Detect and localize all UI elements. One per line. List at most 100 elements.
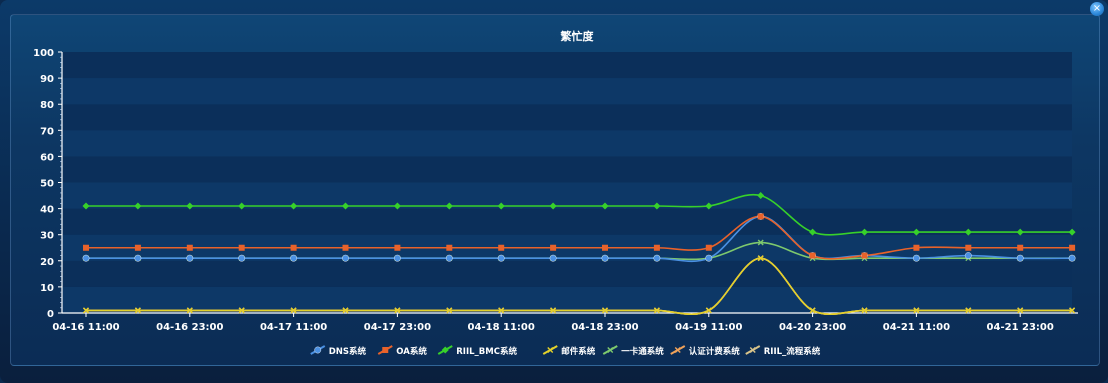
point-marker[interactable] — [238, 307, 245, 314]
point-marker[interactable] — [601, 254, 609, 262]
legend-item[interactable]: RIIL_流程系统 — [745, 345, 821, 357]
point-marker[interactable] — [134, 244, 141, 251]
point-marker[interactable] — [549, 202, 557, 210]
point-marker[interactable] — [445, 254, 453, 262]
point-marker[interactable] — [186, 244, 193, 251]
point-marker[interactable] — [550, 244, 557, 251]
point-marker[interactable] — [441, 346, 449, 354]
point-marker[interactable] — [290, 244, 297, 251]
point-marker[interactable] — [601, 202, 609, 210]
point-marker[interactable] — [186, 254, 194, 262]
point-marker[interactable] — [757, 255, 764, 262]
point-marker[interactable] — [550, 307, 557, 314]
point-marker[interactable] — [445, 202, 453, 210]
series-line — [85, 257, 1073, 316]
point-marker[interactable] — [913, 254, 920, 262]
point-marker[interactable] — [82, 202, 90, 210]
legend-item[interactable]: 一卡通系统 — [602, 345, 664, 357]
point-marker[interactable] — [83, 244, 89, 251]
point-marker[interactable] — [809, 307, 816, 314]
point-marker[interactable] — [913, 244, 920, 251]
point-marker[interactable] — [238, 244, 245, 251]
point-marker[interactable] — [757, 192, 765, 200]
point-marker[interactable] — [134, 202, 142, 210]
point-marker[interactable] — [653, 307, 660, 314]
point-marker[interactable] — [394, 244, 401, 251]
point-marker[interactable] — [912, 228, 920, 236]
point-marker[interactable] — [186, 307, 193, 314]
point-marker[interactable] — [290, 307, 297, 314]
point-marker[interactable] — [705, 254, 713, 262]
point-marker[interactable] — [749, 347, 756, 353]
point-marker[interactable] — [913, 307, 920, 314]
point-marker[interactable] — [757, 239, 764, 246]
point-marker[interactable] — [342, 244, 349, 251]
point-marker[interactable] — [1016, 228, 1024, 236]
x-tick-label: 04-21 11:00 — [883, 322, 950, 333]
point-marker[interactable] — [1068, 228, 1076, 236]
point-marker[interactable] — [342, 307, 349, 314]
point-marker[interactable] — [705, 244, 712, 251]
point-marker[interactable] — [602, 244, 608, 251]
point-marker[interactable] — [393, 202, 401, 210]
point-marker[interactable] — [83, 307, 89, 314]
grid-band — [62, 156, 1072, 183]
point-marker[interactable] — [861, 252, 868, 259]
legend-item[interactable]: DNS系统 — [310, 345, 367, 357]
point-marker[interactable] — [549, 254, 557, 262]
point-marker[interactable] — [809, 252, 816, 259]
y-tick-label: 40 — [40, 205, 54, 216]
point-marker[interactable] — [290, 202, 298, 210]
legend-item[interactable]: 邮件系统 — [542, 345, 596, 357]
point-marker[interactable] — [653, 202, 661, 210]
point-marker[interactable] — [1017, 307, 1024, 314]
point-marker[interactable] — [547, 347, 554, 353]
point-marker[interactable] — [965, 307, 972, 314]
point-marker[interactable] — [757, 213, 764, 220]
y-tick-label: 70 — [40, 126, 54, 137]
point-marker[interactable] — [653, 254, 661, 262]
point-marker[interactable] — [134, 254, 142, 262]
point-marker[interactable] — [1068, 254, 1076, 262]
point-marker[interactable] — [964, 252, 972, 259]
point-marker[interactable] — [1017, 244, 1024, 251]
legend-item[interactable]: 认证计费系统 — [670, 345, 741, 357]
point-marker[interactable] — [965, 244, 972, 251]
point-marker[interactable] — [1069, 307, 1076, 314]
legend-item[interactable]: OA系统 — [377, 345, 427, 357]
point-marker[interactable] — [861, 228, 868, 236]
point-marker[interactable] — [498, 307, 505, 314]
point-marker[interactable] — [446, 307, 453, 314]
point-marker[interactable] — [498, 244, 505, 251]
point-marker[interactable] — [238, 202, 246, 210]
point-marker[interactable] — [607, 347, 614, 353]
point-marker[interactable] — [861, 307, 868, 314]
legend-item[interactable]: RIIL_BMC系统 — [437, 345, 517, 357]
close-icon[interactable]: × — [1090, 2, 1104, 16]
point-marker[interactable] — [134, 307, 141, 314]
point-marker[interactable] — [394, 307, 401, 314]
point-marker[interactable] — [342, 254, 349, 262]
point-marker[interactable] — [809, 228, 817, 236]
point-marker[interactable] — [393, 254, 401, 262]
point-marker[interactable] — [238, 254, 246, 262]
grid-band — [62, 260, 1072, 287]
point-marker[interactable] — [314, 346, 322, 354]
point-marker[interactable] — [497, 202, 505, 210]
point-marker[interactable] — [964, 228, 972, 236]
point-marker[interactable] — [602, 307, 608, 314]
point-marker[interactable] — [342, 202, 349, 210]
point-marker[interactable] — [653, 244, 660, 251]
point-marker[interactable] — [82, 254, 90, 262]
series-line — [85, 215, 1073, 263]
point-marker[interactable] — [446, 244, 453, 251]
point-marker[interactable] — [674, 347, 681, 353]
point-marker[interactable] — [705, 307, 712, 314]
point-marker[interactable] — [1016, 254, 1024, 262]
point-marker[interactable] — [497, 254, 505, 262]
point-marker[interactable] — [705, 202, 713, 210]
point-marker[interactable] — [382, 347, 389, 353]
point-marker[interactable] — [1069, 244, 1076, 251]
point-marker[interactable] — [186, 202, 194, 210]
point-marker[interactable] — [290, 254, 297, 262]
